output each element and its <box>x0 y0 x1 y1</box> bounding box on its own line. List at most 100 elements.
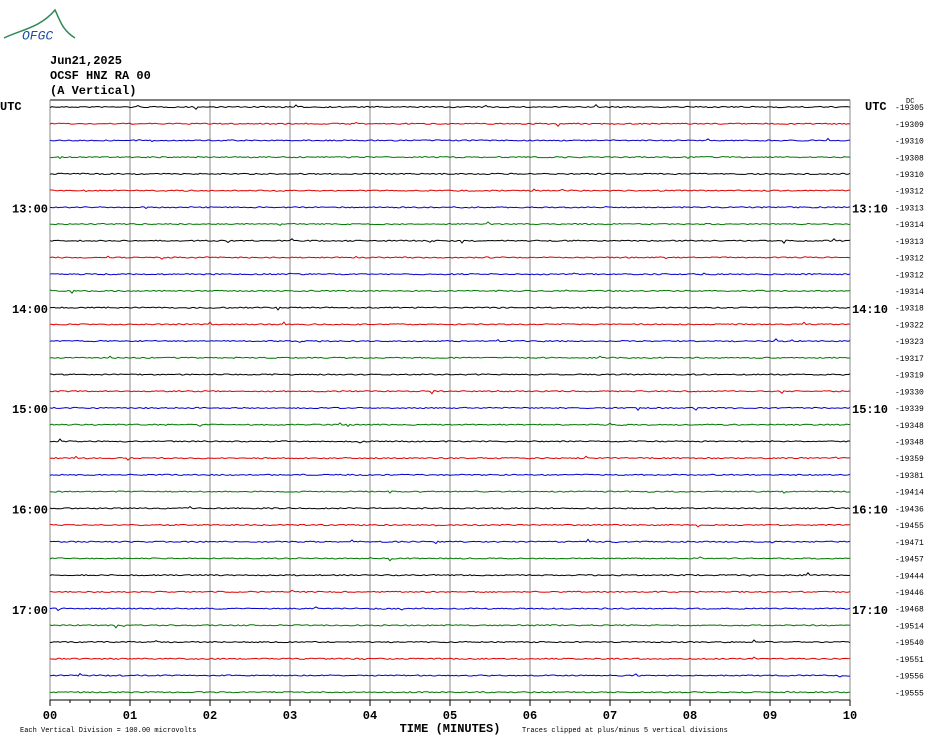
trace <box>49 606 851 612</box>
trace <box>49 205 851 210</box>
trace <box>49 338 851 343</box>
trace <box>50 306 851 311</box>
trace <box>49 672 850 678</box>
x-tick-label: 03 <box>283 709 297 723</box>
trace <box>49 438 851 444</box>
trace <box>50 690 850 694</box>
trace <box>49 572 851 577</box>
trace <box>49 505 851 510</box>
x-tick-label: 02 <box>203 709 217 723</box>
component: (A Vertical) <box>50 84 136 98</box>
offset-label: -19348 <box>895 422 924 431</box>
offset-label: -19551 <box>895 656 924 665</box>
trace <box>50 188 851 193</box>
right-time: 14:10 <box>852 303 888 317</box>
offset-label: -19305 <box>895 104 924 113</box>
right-time: 17:10 <box>852 604 888 618</box>
trace <box>49 272 851 276</box>
offset-label: -19556 <box>895 673 924 682</box>
offset-label: -19318 <box>895 305 924 314</box>
trace <box>49 389 851 395</box>
left-time: 15:00 <box>12 403 48 417</box>
x-tick-label: 00 <box>43 709 57 723</box>
offset-label: -19359 <box>895 455 924 464</box>
trace <box>49 538 851 545</box>
logo-swoosh <box>3 8 76 39</box>
trace <box>49 137 851 143</box>
offset-label: -19309 <box>895 121 924 130</box>
offset-label: -19317 <box>895 355 924 364</box>
left-time: 16:00 <box>12 503 48 517</box>
x-tick-label: 06 <box>523 709 537 723</box>
offset-label: -19312 <box>895 188 924 197</box>
x-tick-label: 08 <box>683 709 697 723</box>
scale-note: Each Vertical Division = 100.00 microvol… <box>20 727 196 735</box>
trace <box>49 373 851 376</box>
offset-label: -19330 <box>895 388 924 397</box>
trace <box>49 172 851 176</box>
date: Jun21,2025 <box>50 54 122 68</box>
trace <box>49 121 851 127</box>
offset-label: -19381 <box>895 472 924 481</box>
utc-left: UTC <box>0 100 22 114</box>
offset-label: -19310 <box>895 171 924 180</box>
offset-label: -19457 <box>895 556 924 565</box>
trace <box>49 639 851 644</box>
right-time: 13:10 <box>852 202 888 216</box>
offset-label: -19323 <box>895 338 924 347</box>
x-tick-label: 07 <box>603 709 617 723</box>
trace <box>49 321 851 326</box>
trace <box>49 589 851 594</box>
offset-label: -19313 <box>895 204 924 213</box>
trace <box>49 238 851 245</box>
offset-label: -19312 <box>895 271 924 280</box>
offset-label: -19540 <box>895 639 924 648</box>
clip-note: Traces clipped at plus/minus 5 vertical … <box>522 727 728 735</box>
x-tick-label: 09 <box>763 709 777 723</box>
offset-label: -19455 <box>895 522 924 531</box>
station: OCSF HNZ RA 00 <box>50 69 151 83</box>
offset-label: -19322 <box>895 321 924 330</box>
dc-label: DC <box>906 98 914 106</box>
offset-label: -19444 <box>895 572 924 581</box>
trace <box>49 523 851 528</box>
trace <box>49 422 851 428</box>
left-time: 17:00 <box>12 604 48 618</box>
trace <box>49 490 851 494</box>
offset-label: -19514 <box>895 622 924 631</box>
trace <box>49 455 851 461</box>
right-time: 16:10 <box>852 503 888 517</box>
trace <box>49 255 851 260</box>
x-axis-title: TIME (MINUTES) <box>400 722 501 736</box>
trace <box>49 656 851 661</box>
trace <box>49 556 851 562</box>
offset-label: -19314 <box>895 221 924 230</box>
x-tick-label: 01 <box>123 709 137 723</box>
offset-label: -19313 <box>895 238 924 247</box>
trace <box>49 473 851 476</box>
logo: OFGC <box>22 28 53 43</box>
left-time: 13:00 <box>12 202 48 216</box>
left-time: 14:00 <box>12 303 48 317</box>
trace <box>49 155 851 160</box>
offset-label: -19436 <box>895 505 924 514</box>
utc-right: UTC <box>865 100 887 114</box>
offset-label: -19555 <box>895 689 924 698</box>
offset-label: -19314 <box>895 288 924 297</box>
x-tick-label: 10 <box>843 709 857 723</box>
trace <box>49 355 851 360</box>
offset-label: -19414 <box>895 489 924 498</box>
offset-label: -19339 <box>895 405 924 414</box>
x-tick-label: 04 <box>363 709 377 723</box>
trace <box>50 221 851 227</box>
offset-label: -19348 <box>895 439 924 448</box>
x-tick-label: 05 <box>443 709 457 723</box>
trace <box>49 103 851 111</box>
offset-label: -19446 <box>895 589 924 598</box>
offset-label: -19308 <box>895 154 924 163</box>
offset-label: -19471 <box>895 539 924 548</box>
trace <box>49 289 851 294</box>
offset-label: -19310 <box>895 138 924 147</box>
offset-label: -19468 <box>895 606 924 615</box>
